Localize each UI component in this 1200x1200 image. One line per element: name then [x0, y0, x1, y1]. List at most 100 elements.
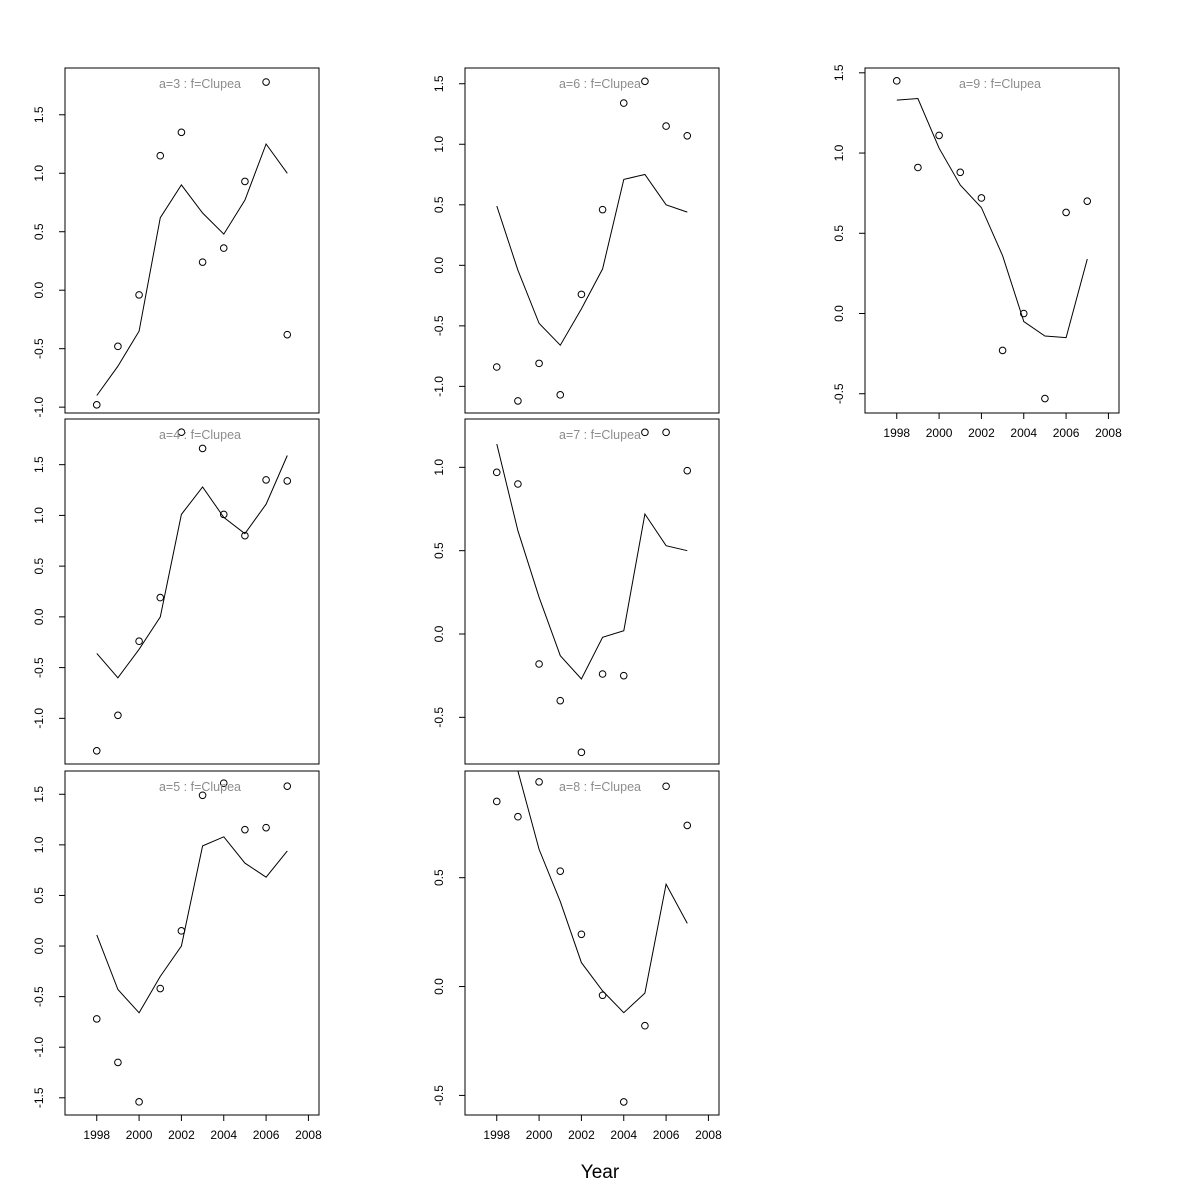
x-tick-label: 2008: [695, 1128, 722, 1142]
panel-1: -1.0 -0.5 0.0 0.5 1.0 1.5 a=3 : f=Clupea: [32, 67, 320, 417]
y-tick-label: 0.0: [432, 978, 446, 995]
data-point: [619, 99, 628, 107]
data-point: [935, 131, 943, 140]
data-point: [598, 991, 607, 1000]
plot-area: [92, 779, 292, 1106]
data-point: [598, 205, 607, 214]
x-tick-label: 2002: [568, 1128, 595, 1142]
x-axis-label: Year: [581, 1162, 620, 1183]
panel-5: -0.5 0.0 0.5 1.0 a=7 : f=Clupea: [432, 418, 720, 765]
data-point: [219, 779, 228, 787]
fitted-line: [496, 443, 688, 680]
data-point: [514, 812, 522, 821]
data-point: [514, 480, 522, 488]
y-tick-label: 1.5: [32, 786, 46, 803]
data-point: [156, 151, 165, 160]
data-point: [619, 671, 628, 680]
x-tick-label: 2006: [253, 1128, 280, 1142]
y-tick-label: 0.5: [432, 196, 446, 213]
y-tick-label: -0.5: [32, 657, 46, 678]
y-tick-label: -0.5: [432, 1085, 446, 1106]
data-point: [641, 1021, 649, 1030]
plot-area: [492, 77, 692, 405]
plot-area: [92, 428, 292, 755]
data-point: [598, 670, 607, 678]
x-tick-label: 2004: [1010, 426, 1037, 440]
data-point: [92, 401, 101, 409]
data-point: [262, 78, 270, 86]
plot-area: [92, 78, 292, 409]
x-tick-label: 1998: [483, 1128, 510, 1142]
fitted-line: [96, 455, 288, 679]
y-tick-label: 0.5: [832, 225, 846, 242]
data-point: [662, 428, 670, 437]
panel-title: a=9 : f=Clupea: [959, 77, 1041, 91]
panel-7: -0.5 0.0 0.5 1.0 1.5 1998 2000 2002 2004 2006 2008…: [832, 64, 1122, 440]
y-tick-label: -1.0: [32, 1037, 46, 1058]
data-point: [662, 782, 670, 791]
panel-6: -0.5 0.0 0.5 1998 2000 2002 2004 2006 2008 a=8 : …: [432, 770, 722, 1142]
x-tick-label: 2000: [926, 426, 953, 440]
data-point: [262, 476, 270, 484]
data-point: [177, 927, 186, 935]
data-point: [535, 359, 543, 368]
y-tick-label: -0.5: [832, 383, 846, 404]
y-tick-label: 0.5: [432, 542, 446, 559]
fitted-line: [96, 142, 288, 396]
x-tick-label: 2008: [1095, 426, 1122, 440]
y-tick-label: 1.0: [32, 165, 46, 182]
y-tick-label: 1.0: [432, 459, 446, 476]
data-point: [492, 468, 501, 477]
fitted-line: [96, 836, 288, 1014]
y-tick-label: 1.5: [432, 75, 446, 92]
x-tick-label: 2006: [653, 1128, 680, 1142]
y-tick-label: 0.5: [432, 869, 446, 886]
data-point: [198, 791, 207, 800]
fitted-line: [517, 771, 688, 1014]
y-tick-label: -0.5: [432, 315, 446, 336]
panel-title: a=8 : f=Clupea: [559, 780, 641, 794]
data-point: [241, 177, 249, 186]
data-point: [156, 593, 165, 602]
x-tick-label: 2002: [968, 426, 995, 440]
y-tick-label: -1.0: [32, 708, 46, 729]
y-tick-label: -1.0: [432, 376, 446, 397]
y-tick-label: 1.0: [432, 136, 446, 153]
data-point: [1083, 197, 1092, 205]
data-point: [641, 428, 649, 437]
data-point: [914, 163, 922, 172]
plot-frame: [464, 67, 720, 414]
x-tick-label: 2002: [168, 1128, 195, 1142]
plot-frame: [464, 770, 720, 1116]
data-point: [198, 444, 207, 453]
data-point: [283, 330, 292, 339]
data-point: [556, 696, 565, 705]
fitted-line: [896, 97, 1088, 339]
x-tick-label: 1998: [83, 1128, 110, 1142]
data-point: [641, 77, 649, 86]
data-point: [577, 290, 586, 299]
data-point: [535, 778, 543, 786]
data-point: [219, 510, 228, 519]
data-point: [1062, 208, 1070, 217]
y-tick-label: 0.5: [32, 223, 46, 240]
plot-frame: [64, 67, 320, 414]
data-point: [683, 821, 692, 830]
x-tick-label: 2004: [210, 1128, 237, 1142]
y-tick-label: -1.0: [32, 396, 46, 417]
plot-area: [892, 77, 1092, 403]
data-point: [241, 531, 249, 540]
plot-area: [492, 428, 692, 757]
y-tick-label: -1.5: [32, 1087, 46, 1108]
data-point: [114, 342, 122, 351]
data-point: [492, 363, 501, 371]
data-point: [956, 168, 965, 177]
data-point: [977, 194, 986, 202]
panel-title: a=5 : f=Clupea: [159, 780, 241, 794]
data-point: [198, 258, 207, 266]
x-tick-label: 2006: [1053, 426, 1080, 440]
data-point: [135, 637, 143, 646]
y-tick-label: -0.5: [32, 338, 46, 359]
data-point: [535, 660, 543, 668]
